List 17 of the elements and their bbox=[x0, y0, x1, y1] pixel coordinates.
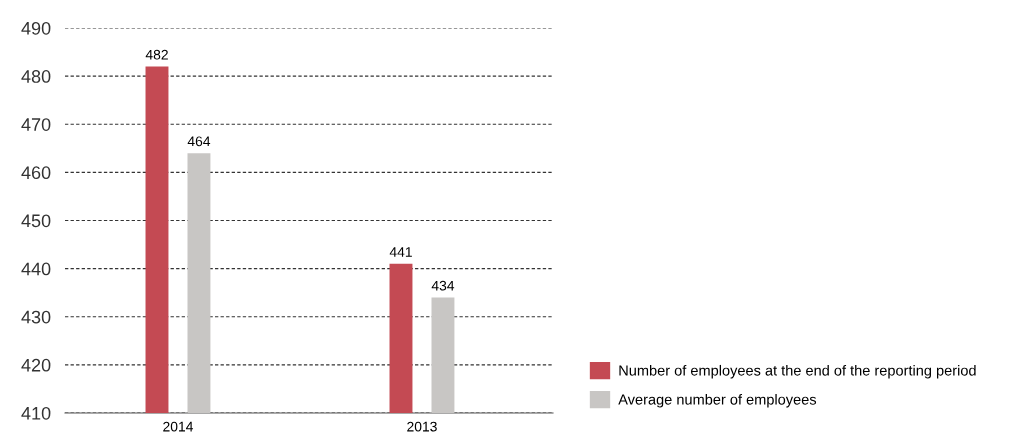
y-tick-label: 460 bbox=[21, 166, 51, 180]
x-tick-label: 2014 bbox=[163, 421, 194, 432]
y-tick-label: 480 bbox=[21, 70, 51, 83]
x-tick-label: 2013 bbox=[407, 421, 437, 432]
data-label: 434 bbox=[431, 280, 455, 291]
y-tick-label: 410 bbox=[21, 406, 51, 420]
y-tick-label: 430 bbox=[21, 310, 51, 324]
data-label: 482 bbox=[145, 49, 168, 60]
data-label: 464 bbox=[187, 136, 211, 147]
y-tick-label: 470 bbox=[21, 118, 51, 131]
y-tick-label: 490 bbox=[21, 21, 51, 35]
legend-label: Number of employees at the end of the reporting period bbox=[619, 364, 976, 379]
legend-label: Average number of employees bbox=[618, 393, 817, 408]
y-tick-label: 440 bbox=[21, 262, 51, 276]
y-tick-label: 420 bbox=[21, 358, 51, 372]
y-tick-label: 450 bbox=[21, 214, 51, 228]
data-label: 441 bbox=[389, 247, 412, 257]
